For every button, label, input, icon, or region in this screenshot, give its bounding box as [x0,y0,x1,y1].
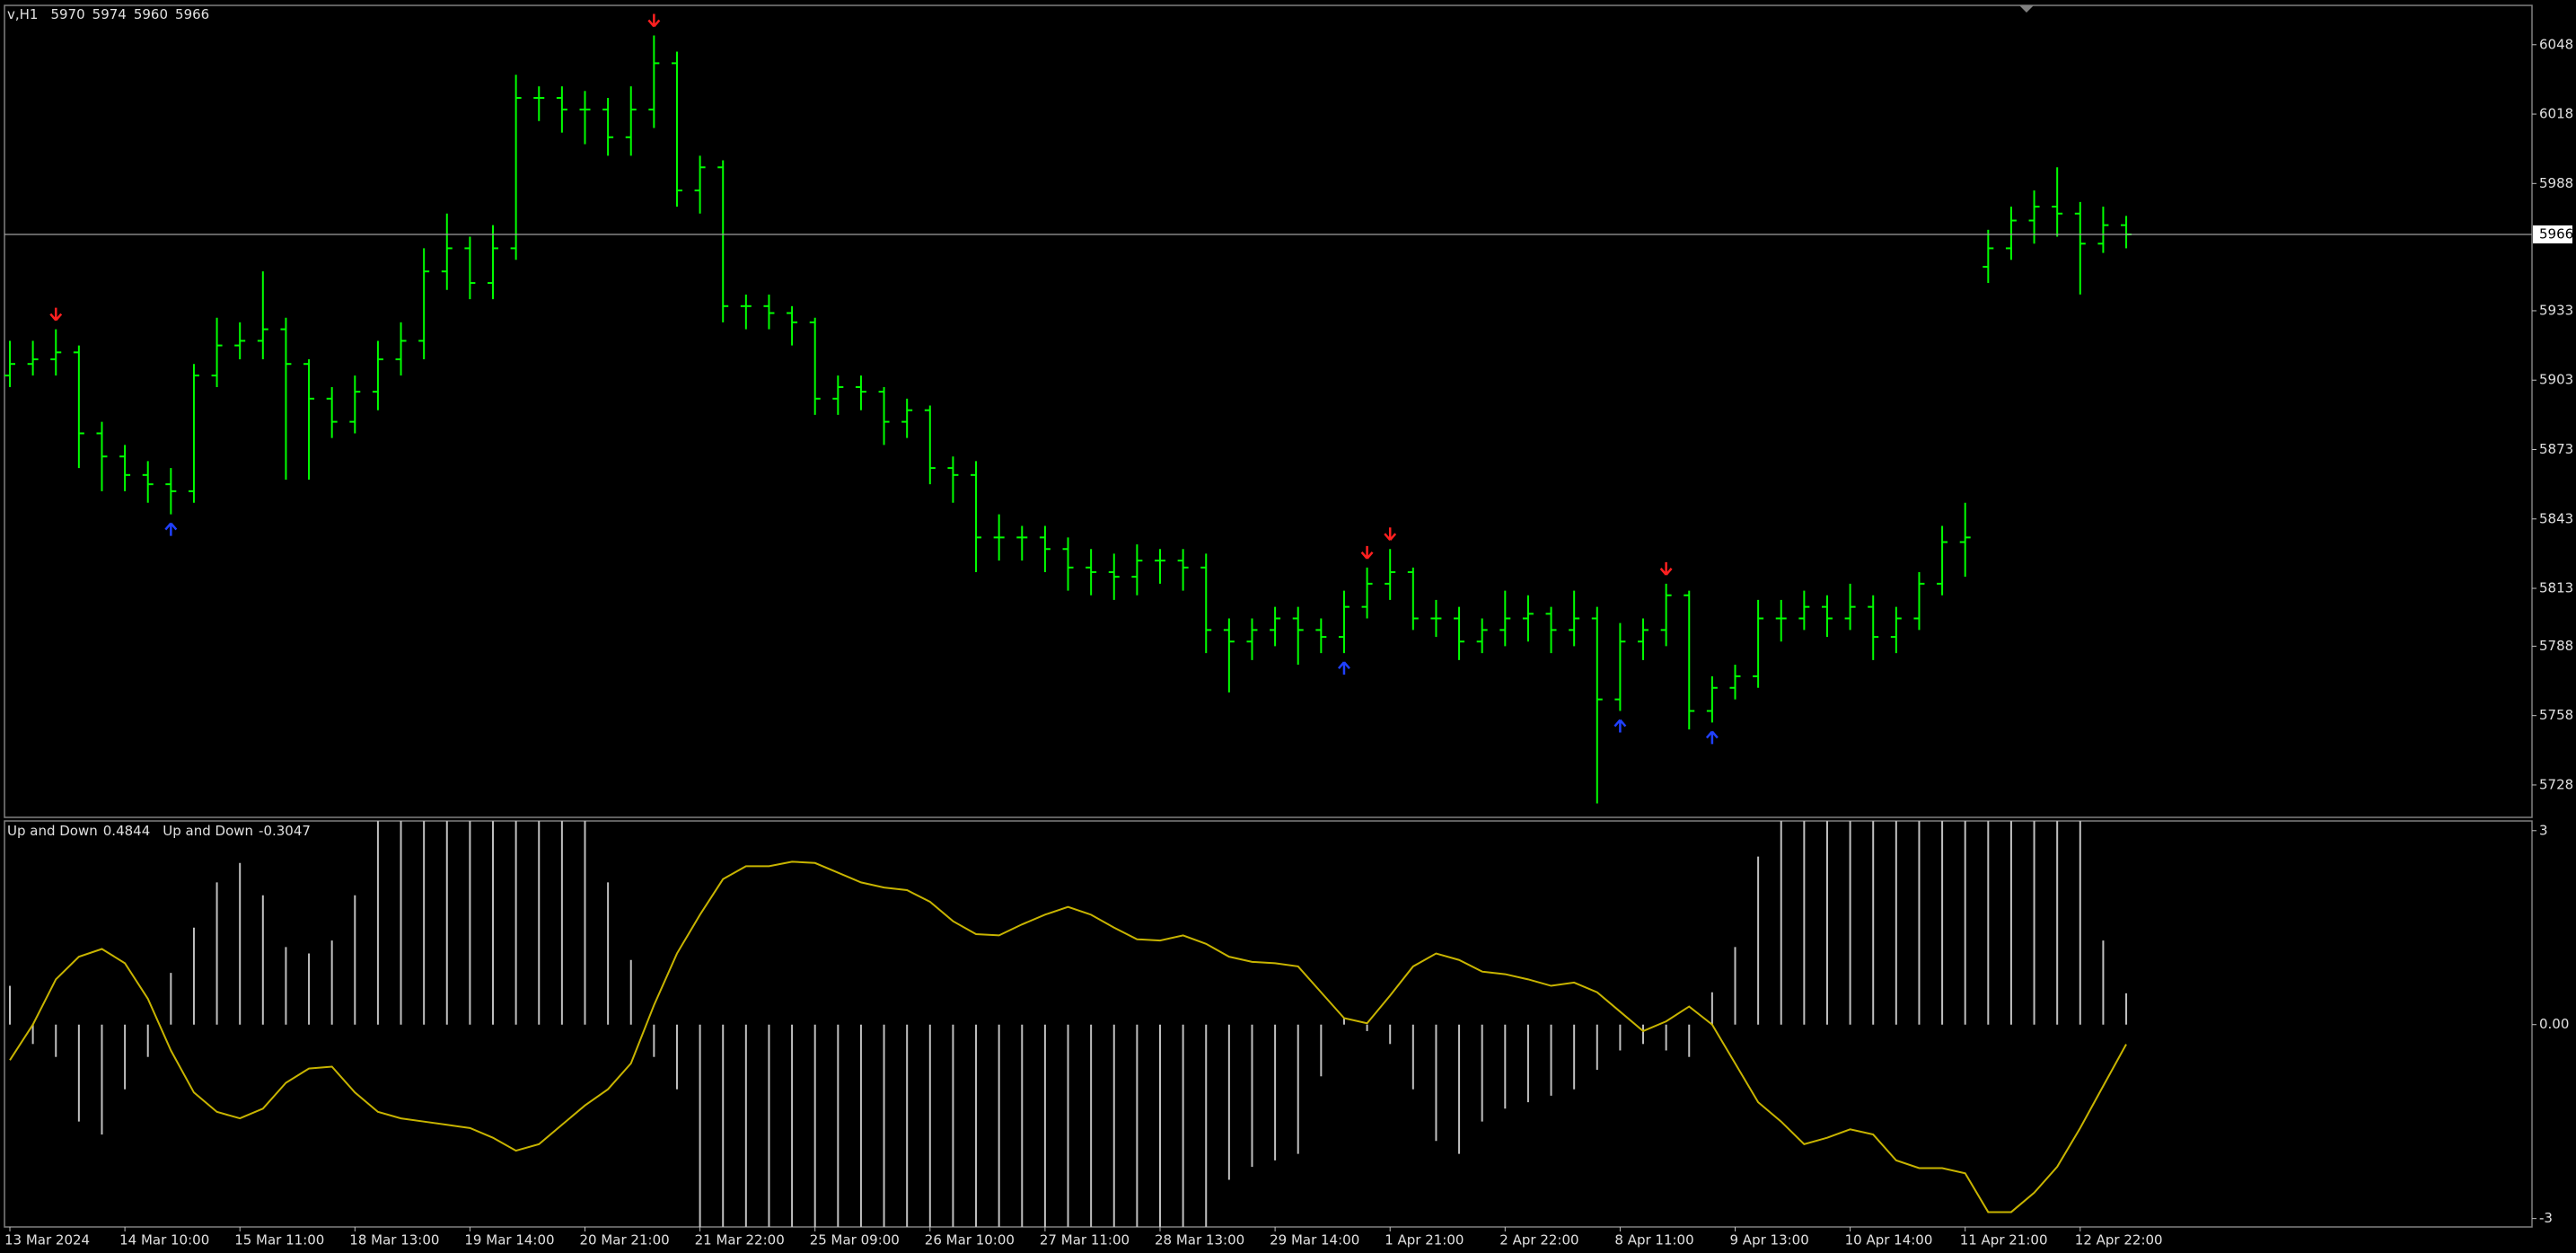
y-tick-label: 5903 [2539,372,2573,388]
y-tick-label: 5933 [2539,302,2573,318]
indicator-name: Up and Down [163,823,253,839]
buy-arrow [1338,661,1350,675]
buy-arrow [1613,719,1627,733]
indicator-panel-frame [4,820,2533,1228]
last-open: 5970 [50,6,84,22]
x-tick-label: 2 Apr 22:00 [1499,1232,1578,1249]
indicator-plot [9,821,2128,1227]
symbol-header: v,H1 5970 5974 5960 5966 [7,6,209,22]
main-panel-frame [4,4,2533,818]
indicator-name: Up and Down [7,823,98,839]
x-tick-label: 12 Apr 22:00 [2075,1232,2163,1249]
y-tick-label: 5788 [2539,638,2573,654]
x-tick-label: 25 Mar 09:00 [810,1232,900,1249]
x-tick-label: 1 Apr 21:00 [1385,1232,1464,1249]
current-price-box [2533,225,2572,243]
sell-arrow [647,13,661,28]
indicator-value: -0.3047 [259,823,311,839]
x-tick-label: 27 Mar 11:00 [1040,1232,1130,1249]
x-tick-label: 26 Mar 10:00 [925,1232,1015,1249]
y-tick-label: 5813 [2539,580,2573,596]
y-tick-label: -3 [2539,1210,2553,1226]
symbol: v,H1 [7,6,38,22]
indicator-header: Up and Down 0.4844 Up and Down -0.3047 [7,823,311,839]
current-price-label: 5966 [2539,225,2573,242]
y-tick-label: 6048 [2539,36,2573,52]
x-tick-label: 28 Mar 13:00 [1155,1232,1244,1249]
x-tick-label: 8 Apr 11:00 [1614,1232,1693,1249]
indicator-line [9,860,2127,1213]
y-tick-label: 5758 [2539,707,2573,723]
x-tick-label: 15 Mar 11:00 [234,1232,324,1249]
x-tick-label: 14 Mar 10:00 [119,1232,209,1249]
last-high: 5974 [92,6,127,22]
x-tick-label: 20 Mar 21:00 [580,1232,670,1249]
x-tick-label: 13 Mar 2024 [4,1232,90,1249]
x-tick-label: 11 Apr 21:00 [1960,1232,2048,1249]
x-tick-label: 10 Apr 14:00 [1845,1232,1933,1249]
y-tick-label: 6018 [2539,106,2573,122]
indicator-value: 0.4844 [103,823,151,839]
y-tick-label: 0.00 [2539,1016,2569,1032]
x-tick-label: 18 Mar 13:00 [349,1232,439,1249]
sell-arrow [49,307,63,322]
price-bars [4,35,2132,804]
y-tick-label: 5988 [2539,175,2573,191]
x-tick-label: 19 Mar 14:00 [464,1232,554,1249]
y-tick-label: 5843 [2539,510,2573,526]
x-tick-label: 21 Mar 22:00 [695,1232,785,1249]
y-tick-label: 5728 [2539,776,2573,792]
buy-arrow [164,522,178,536]
sell-arrow [1360,545,1374,560]
sell-arrow [1659,561,1673,576]
last-low: 5960 [134,6,168,22]
y-tick-label: 3 [2539,822,2548,838]
x-tick-label: 29 Mar 14:00 [1270,1232,1359,1249]
last-close: 5966 [175,6,209,22]
sell-arrow [1384,527,1397,542]
y-tick-label: 5873 [2539,441,2573,457]
buy-arrow [1705,730,1719,745]
shift-marker [2019,5,2034,13]
x-tick-label: 9 Apr 13:00 [1730,1232,1809,1249]
